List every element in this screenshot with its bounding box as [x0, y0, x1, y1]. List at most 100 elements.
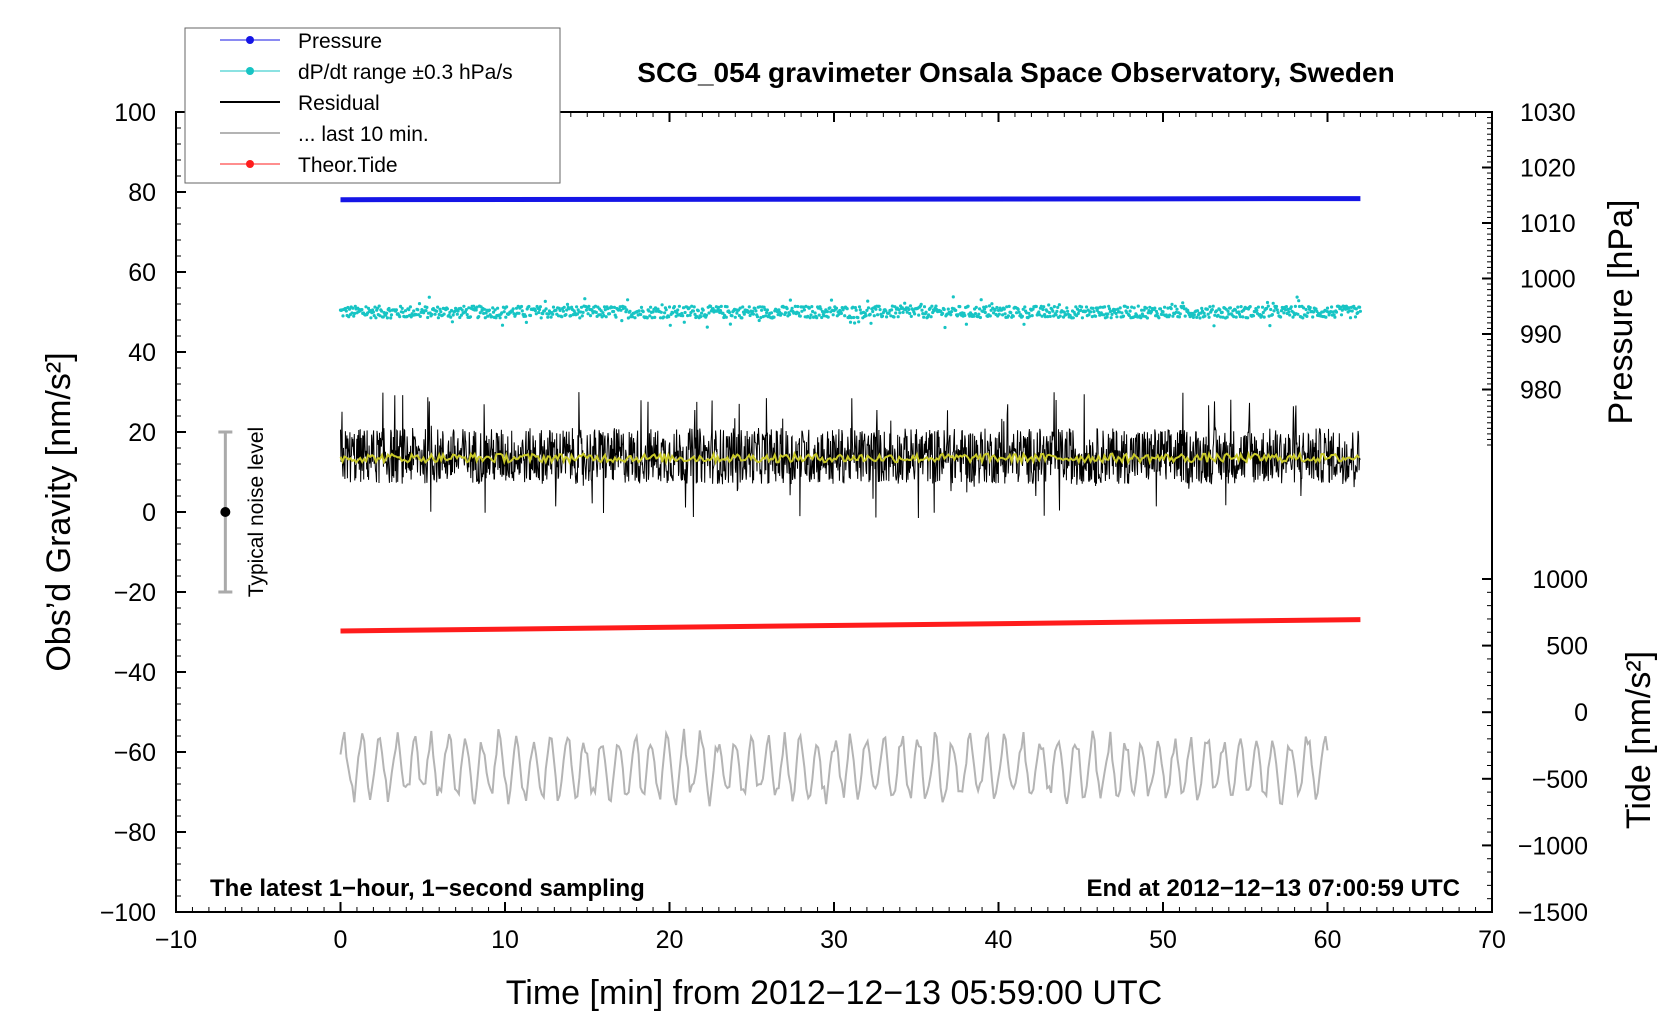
dpdt-point: [1276, 311, 1280, 315]
dpdt-point: [686, 314, 690, 318]
dpdt-point: [738, 306, 742, 310]
dpdt-point: [691, 309, 696, 313]
dpdt-point: [1016, 307, 1020, 311]
dpdt-point: [1027, 311, 1031, 315]
dpdt-point: [972, 314, 976, 318]
dpdt-point: [412, 309, 416, 313]
dpdt-point: [718, 309, 723, 313]
dpdt-point: [1270, 313, 1274, 317]
dpdt-point: [584, 308, 589, 312]
dpdt-point: [1325, 306, 1330, 310]
dpdt-point: [385, 311, 389, 315]
dpdt-point: [1191, 315, 1195, 319]
dpdt-point: [820, 309, 825, 314]
dpdt-point: [788, 298, 793, 302]
dpdt-point: [1262, 315, 1266, 319]
dpdt-point: [400, 306, 404, 310]
dpdt-point: [1163, 305, 1167, 309]
dpdt-point: [806, 314, 810, 318]
dpdt-point: [1331, 310, 1335, 314]
dpdt-point: [1205, 307, 1209, 311]
legend-entry-last10: ... last 10 min.: [220, 123, 429, 146]
dpdt-point: [1064, 313, 1068, 317]
dpdt-point: [438, 307, 442, 311]
dpdt-point: [905, 310, 909, 314]
dpdt-point: [1314, 307, 1318, 311]
dpdt-point: [569, 314, 573, 318]
dpdt-point: [1031, 307, 1035, 311]
legend-entry-pressure: Pressure: [220, 30, 382, 53]
x-tick-label: 50: [1149, 926, 1177, 954]
dpdt-point: [849, 316, 853, 320]
dpdt-point: [556, 314, 561, 318]
dpdt-point: [907, 307, 911, 312]
dpdt-point: [1297, 299, 1301, 303]
dpdt-point: [633, 316, 637, 320]
dpdt-point: [1173, 304, 1177, 308]
dpdt-point: [483, 316, 487, 320]
dpdt-point: [387, 306, 391, 311]
dpdt-point: [790, 306, 794, 310]
dpdt-point: [1084, 305, 1089, 309]
dpdt-point: [1065, 306, 1069, 310]
dpdt-point: [705, 325, 709, 329]
dpdt-point: [496, 306, 500, 310]
dpdt-point: [490, 315, 494, 319]
dpdt-point: [1087, 313, 1091, 317]
dpdt-point: [730, 314, 734, 318]
dpdt-point: [993, 308, 997, 312]
dpdt-point: [709, 304, 713, 308]
legend: Pressure dP/dt range ±0.3 hPa/s Residual…: [184, 27, 561, 184]
dpdt-point: [958, 305, 962, 309]
dpdt-point: [1308, 306, 1312, 310]
dpdt-point: [896, 315, 900, 319]
dpdt-point: [887, 311, 891, 315]
dpdt-point: [1265, 306, 1269, 311]
dpdt-point: [1038, 313, 1042, 317]
dpdt-point: [857, 320, 861, 324]
dpdt-point: [1293, 304, 1297, 308]
dpdt-point: [1178, 312, 1182, 316]
dpdt-point: [590, 308, 594, 313]
dpdt-point: [735, 311, 739, 315]
dpdt-point: [956, 313, 960, 317]
legend-label-residual: Residual: [298, 92, 380, 115]
dpdt-point: [1006, 314, 1011, 318]
dpdt-point: [464, 308, 468, 312]
dpdt-point: [1020, 314, 1024, 318]
dpdt-point: [854, 308, 858, 312]
pressure-tick-label: 1020: [1520, 155, 1576, 183]
dpdt-point: [857, 305, 862, 309]
dpdt-point: [1145, 316, 1149, 320]
dpdt-point: [725, 305, 729, 309]
dpdt-point: [894, 311, 898, 315]
tide-tick-label: 1000: [1532, 566, 1588, 594]
dpdt-point: [831, 313, 835, 317]
series-residual-smoothed-line: [339, 450, 1360, 466]
dpdt-point: [742, 312, 746, 316]
dpdt-point: [1023, 305, 1027, 309]
dpdt-point: [425, 305, 429, 309]
dpdt-point: [671, 311, 675, 315]
dpdt-point: [788, 312, 792, 317]
dpdt-point: [696, 309, 700, 313]
dpdt-point: [451, 313, 455, 317]
dpdt-point: [754, 309, 758, 313]
dpdt-point: [1002, 307, 1006, 311]
dpdt-point: [1177, 315, 1181, 319]
dpdt-point: [360, 308, 364, 312]
dpdt-point: [966, 304, 970, 308]
dpdt-point: [639, 305, 644, 309]
dpdt-point: [667, 305, 672, 309]
dpdt-point: [707, 311, 711, 315]
legend-entry-residual: Residual: [220, 92, 380, 115]
y-tick-label-left: 20: [128, 419, 156, 447]
dpdt-point: [626, 316, 631, 320]
dpdt-point: [1158, 307, 1163, 311]
dpdt-point: [474, 308, 478, 312]
dpdt-point: [579, 310, 583, 314]
dpdt-point: [1269, 307, 1273, 312]
dpdt-point: [1208, 305, 1212, 309]
dpdt-point: [753, 306, 757, 311]
plot-frame: [175, 111, 1493, 913]
